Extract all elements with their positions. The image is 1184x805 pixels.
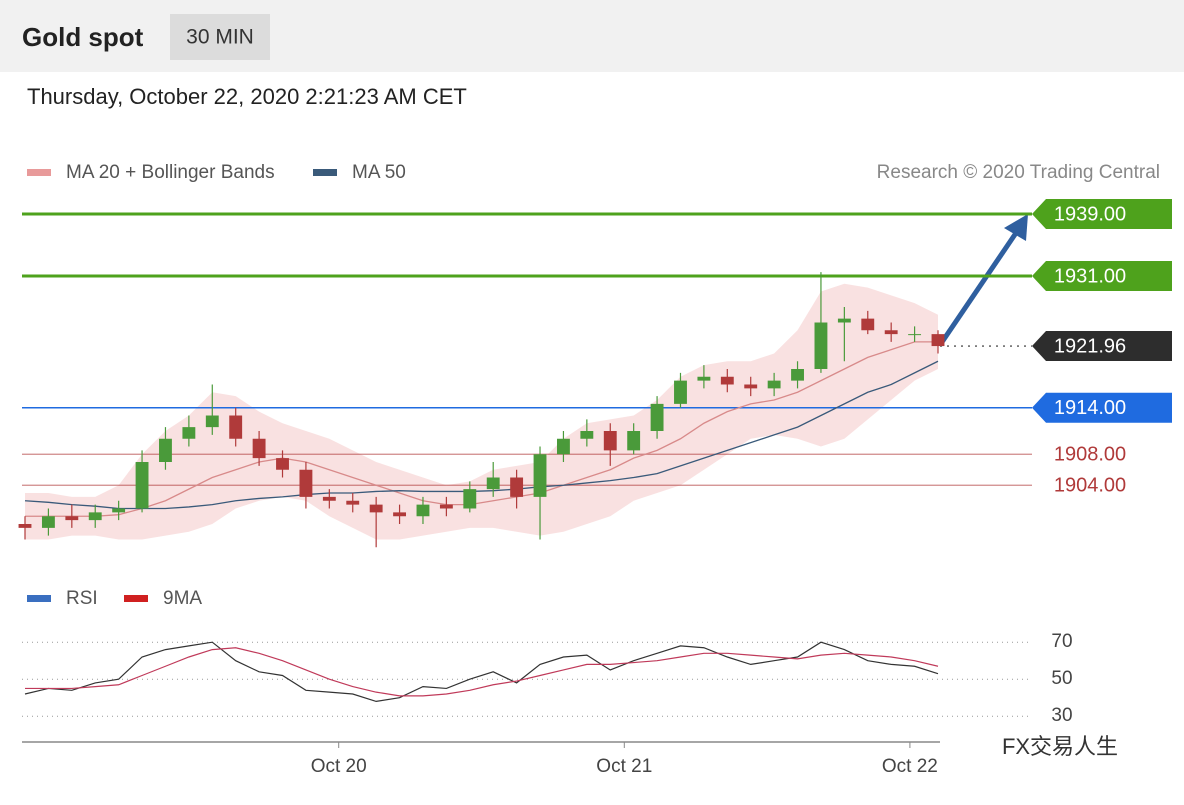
candle-body	[41, 516, 55, 528]
chart-title: Gold spot	[22, 22, 144, 52]
level-tag	[1032, 261, 1172, 291]
level-label: 1921.96	[1054, 335, 1126, 357]
candle-body	[229, 415, 243, 439]
candle-body	[603, 431, 617, 451]
legend-swatch	[27, 595, 51, 602]
candle-body	[252, 438, 266, 459]
level-tag	[1032, 331, 1172, 362]
candle-body	[744, 384, 758, 389]
legend-swatch	[27, 169, 51, 176]
legend-label: RSI	[66, 588, 98, 609]
candle-body	[486, 477, 500, 490]
rsi-line	[25, 647, 939, 697]
timeframe-button[interactable]	[170, 14, 270, 60]
timeframe-label[interactable]: 30 MIN	[186, 26, 254, 49]
level-tag	[1032, 199, 1172, 229]
candle-body	[837, 318, 851, 323]
candle-body	[369, 504, 383, 513]
candle-body	[299, 469, 313, 497]
candle-body	[439, 504, 453, 509]
candle-body	[205, 415, 219, 428]
candle-body	[135, 462, 149, 509]
candle-body	[112, 508, 126, 513]
forecast-arrow	[937, 228, 1021, 347]
x-tick-label: Oct 22	[882, 756, 938, 777]
watermark: FX交易人生	[1002, 734, 1118, 759]
candle-body	[393, 512, 407, 517]
candle-body	[510, 477, 524, 497]
level-label: 1931.00	[1054, 265, 1126, 287]
legend-label: 9MA	[163, 588, 202, 609]
rsi-line	[24, 641, 939, 703]
candle-body	[580, 431, 594, 439]
candle-body	[650, 403, 664, 431]
candle-body	[931, 334, 945, 347]
level-tag	[1032, 392, 1172, 423]
bollinger-band	[25, 283, 938, 540]
candle-body	[65, 516, 79, 521]
candle-body	[697, 376, 711, 381]
candle-body	[627, 431, 641, 451]
x-tick-label: Oct 21	[596, 756, 652, 777]
rsi-tick-label: 30	[1051, 705, 1072, 726]
legend-label: MA 20 + Bollinger Bands	[66, 162, 275, 183]
candle-body	[276, 458, 289, 470]
candle-body	[861, 318, 875, 331]
legend-swatch	[313, 169, 337, 176]
level-label: 1939.00	[1054, 203, 1126, 225]
level-label: 1908.00	[1054, 444, 1126, 466]
credit: Research © 2020 Trading Central	[877, 162, 1160, 183]
candle-body	[463, 489, 477, 509]
rsi-tick-label: 50	[1051, 668, 1072, 689]
candle-body	[182, 427, 196, 439]
candle-body	[416, 504, 430, 517]
candle-body	[346, 500, 360, 505]
candle-body	[720, 376, 734, 385]
legend-label: MA 50	[352, 162, 406, 183]
candle-body	[533, 454, 547, 497]
candle-body	[88, 512, 102, 521]
candle-body	[884, 330, 898, 335]
candle-body	[18, 524, 32, 528]
candle-body	[556, 438, 570, 455]
candle-body	[767, 380, 781, 389]
forecast-arrow-head	[1004, 214, 1028, 241]
candle-body	[791, 369, 804, 381]
candle-body	[814, 322, 828, 369]
moving-average	[24, 360, 939, 510]
candle-body	[908, 334, 922, 336]
legend-swatch	[124, 595, 148, 602]
subtitle: Thursday, October 22, 2020 2:21:23 AM CE…	[27, 84, 467, 109]
level-label: 1914.00	[1054, 397, 1126, 419]
x-tick-label: Oct 20	[311, 756, 367, 777]
candle-body	[322, 496, 336, 501]
level-label: 1904.00	[1054, 475, 1126, 497]
rsi-tick-label: 70	[1051, 631, 1072, 652]
candle-body	[159, 438, 172, 462]
candle-body	[674, 380, 687, 404]
moving-average	[25, 341, 938, 517]
